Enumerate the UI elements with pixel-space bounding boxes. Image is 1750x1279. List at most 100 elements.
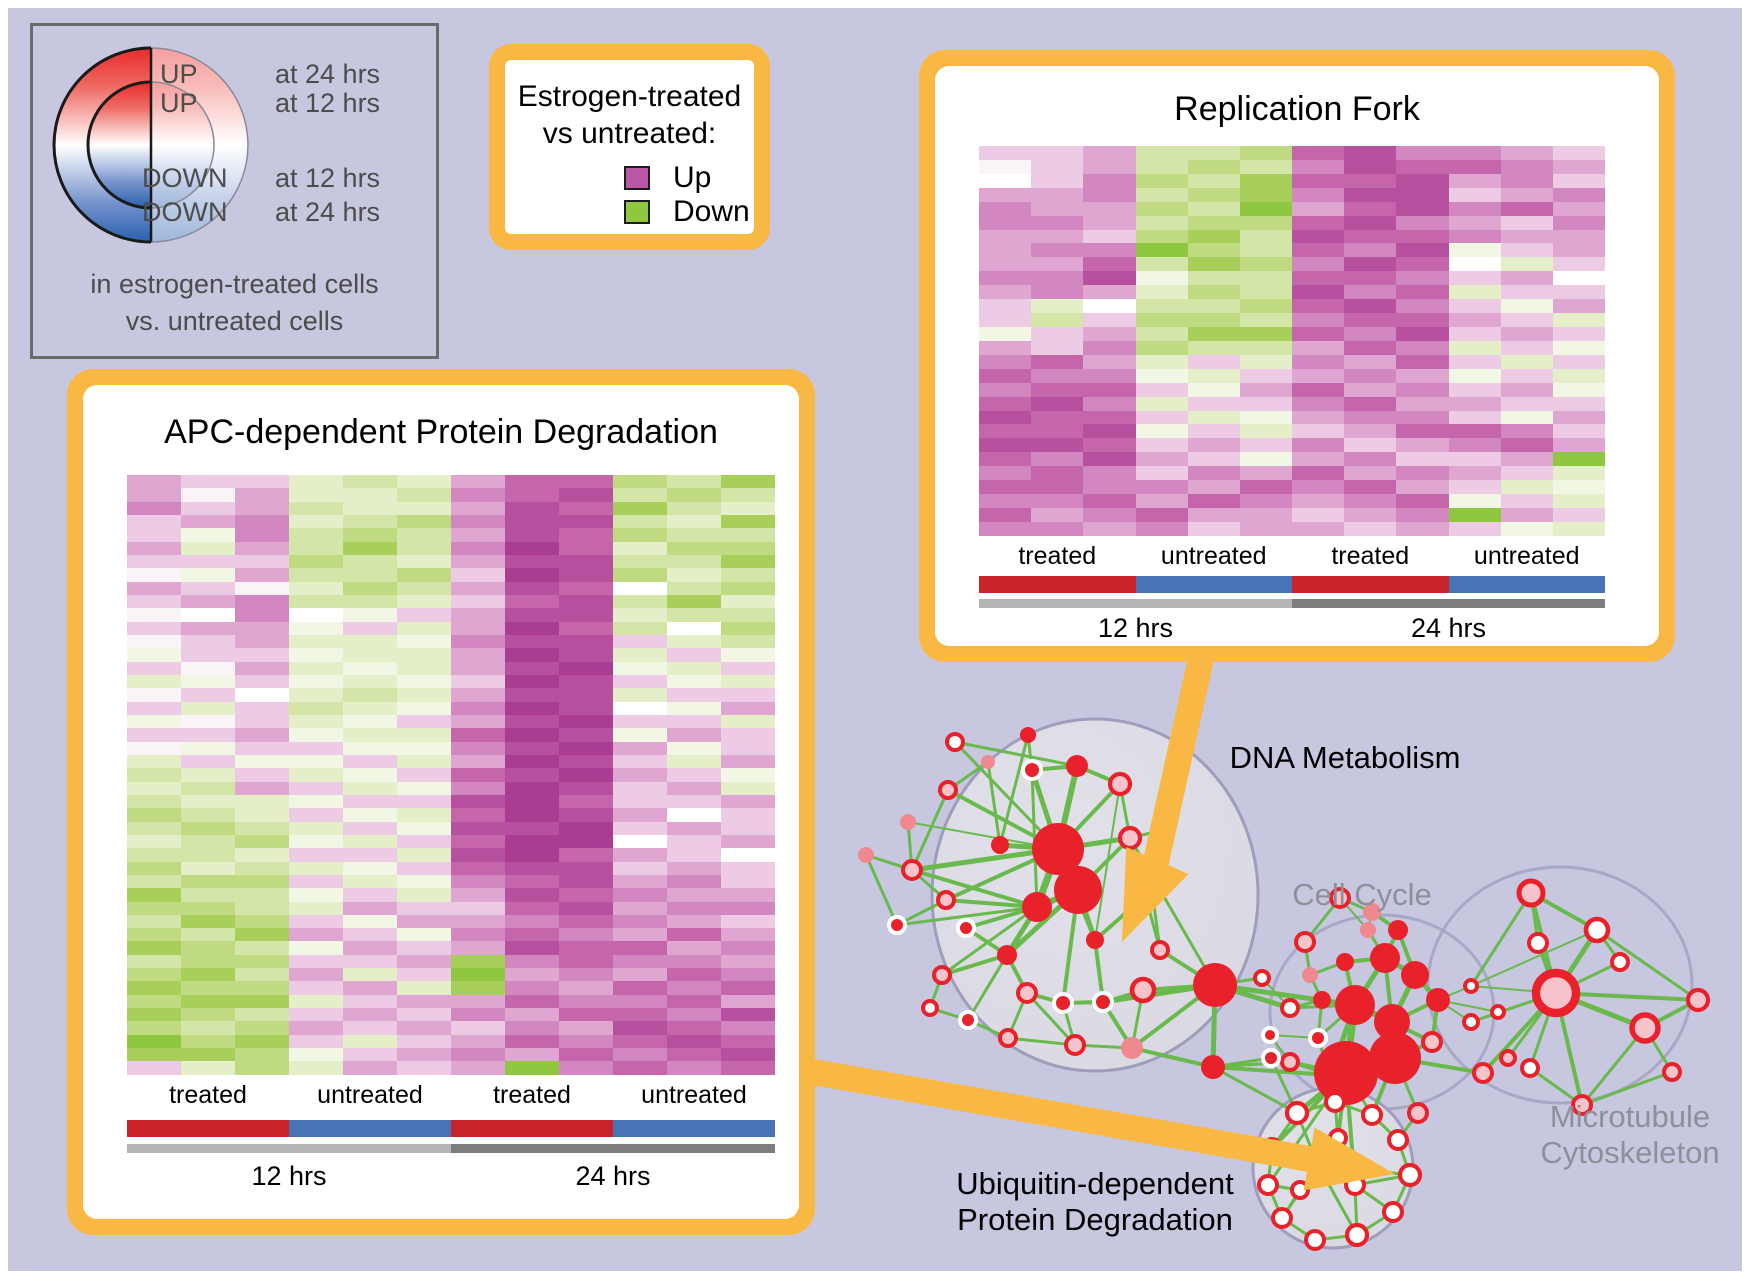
heatmap-cell bbox=[505, 768, 559, 782]
heatmap-cell bbox=[127, 981, 181, 995]
heatmap-cell bbox=[613, 528, 667, 542]
heatmap-cell bbox=[1396, 271, 1449, 286]
heatmap-cell bbox=[451, 634, 505, 649]
heatmap-cell bbox=[1239, 494, 1293, 508]
heatmap-cell bbox=[1239, 382, 1293, 397]
heatmap-cell bbox=[1552, 494, 1606, 508]
heatmap-row bbox=[127, 1021, 775, 1035]
heatmap-cell bbox=[1448, 452, 1501, 467]
heatmap-cell bbox=[235, 754, 289, 769]
heatmap-cell bbox=[613, 621, 667, 635]
heatmap-row bbox=[127, 741, 775, 755]
heatmap-cell bbox=[1552, 396, 1606, 411]
network-node-ring-pink bbox=[1016, 982, 1038, 1004]
heatmap-cell bbox=[505, 621, 559, 635]
heatmap-cell bbox=[181, 1048, 235, 1062]
hr12-bar bbox=[979, 599, 1292, 608]
heatmap-row bbox=[127, 648, 775, 662]
heatmap-cell bbox=[343, 1034, 397, 1049]
heatmap-cell bbox=[235, 528, 289, 542]
heatmap-row bbox=[979, 354, 1606, 369]
heatmap-cell bbox=[613, 674, 667, 689]
heatmap-cell bbox=[343, 741, 397, 755]
heatmap-cell bbox=[1344, 494, 1397, 508]
heatmap-cell bbox=[1187, 243, 1240, 258]
heatmap-cell bbox=[1552, 215, 1606, 230]
heatmap-cell bbox=[1031, 201, 1084, 216]
heatmap-cell bbox=[289, 501, 343, 515]
heatmap-cell bbox=[1187, 215, 1240, 230]
heatmap-cell bbox=[721, 861, 775, 875]
heatmap-cell bbox=[721, 1061, 775, 1075]
heatmap-cell bbox=[667, 914, 721, 929]
heatmap-cell bbox=[1135, 187, 1188, 202]
heatmap-cell bbox=[613, 901, 667, 915]
network-node-halo bbox=[1092, 991, 1114, 1013]
heatmap-cell bbox=[127, 674, 181, 689]
heatmap-cell bbox=[397, 808, 451, 822]
heatmap-cell bbox=[613, 1021, 667, 1035]
heatmap-cell bbox=[1552, 243, 1606, 258]
heatmap-cell bbox=[127, 554, 181, 569]
replication-fork-panel: Replication Fork treated untreated treated… bbox=[919, 50, 1675, 662]
heatmap-cell bbox=[397, 901, 451, 915]
heatmap-cell bbox=[1292, 229, 1345, 244]
heatmap-cell bbox=[1187, 382, 1240, 397]
heatmap-cell bbox=[1396, 215, 1449, 230]
heatmap-cell bbox=[1448, 507, 1501, 522]
heatmap-cell bbox=[1031, 326, 1084, 341]
group-label: untreated bbox=[1473, 542, 1580, 570]
heatmap-cell bbox=[343, 808, 397, 822]
heatmap-cell bbox=[235, 968, 289, 982]
heatmap-cell bbox=[181, 954, 235, 969]
heatmap-cell bbox=[127, 954, 181, 969]
network-node-red bbox=[1020, 727, 1036, 743]
heatmap-cell bbox=[127, 621, 181, 635]
heatmap-cell bbox=[451, 861, 505, 875]
heatmap-cell bbox=[1135, 424, 1188, 439]
heatmap-cell bbox=[1031, 285, 1084, 300]
heatmap-cell bbox=[505, 981, 559, 995]
heatmap-cell bbox=[1135, 313, 1188, 327]
heatmap-cell bbox=[127, 888, 181, 902]
heatmap-cell bbox=[613, 488, 667, 502]
heatmap-cell bbox=[1239, 313, 1293, 327]
heatmap-cell bbox=[1135, 452, 1188, 467]
heatmap-cell bbox=[289, 1034, 343, 1049]
heatmap-cell bbox=[181, 834, 235, 849]
heatmap-cell bbox=[397, 701, 451, 715]
heatmap-cell bbox=[667, 954, 721, 969]
group-label: treated bbox=[169, 1081, 247, 1109]
heatmap-cell bbox=[1500, 368, 1553, 383]
heatmap-cell bbox=[505, 834, 559, 849]
heatmap-cell bbox=[1448, 494, 1501, 508]
heatmap-cell bbox=[451, 834, 505, 849]
heatmap-cell bbox=[1135, 340, 1188, 355]
heatmap-cell bbox=[1500, 480, 1553, 495]
heatmap-cell bbox=[397, 581, 451, 595]
heatmap-cell bbox=[667, 981, 721, 995]
heatmap-cell bbox=[1552, 271, 1606, 286]
down-color-swatch bbox=[624, 200, 650, 224]
heatmap-cell bbox=[343, 528, 397, 542]
heatmap-cell bbox=[343, 634, 397, 649]
heatmap-cell bbox=[721, 648, 775, 662]
heatmap-row bbox=[127, 1034, 775, 1049]
heatmap-cell bbox=[289, 781, 343, 795]
heatmap-cell bbox=[181, 621, 235, 635]
group-label: treated bbox=[1018, 542, 1097, 570]
heatmap-cell bbox=[127, 834, 181, 849]
heatmap-cell bbox=[289, 714, 343, 729]
heatmap-cell bbox=[1552, 285, 1606, 300]
heatmap-cell bbox=[721, 541, 775, 555]
heatmap-cell bbox=[613, 1034, 667, 1049]
heatmap-row bbox=[979, 257, 1606, 272]
ring-legend-footer-2: vs. untreated cells bbox=[125, 306, 344, 336]
heatmap-cell bbox=[1083, 271, 1136, 286]
heatmap-cell bbox=[1031, 424, 1084, 439]
heatmap-cell bbox=[397, 514, 451, 529]
heatmap-cell bbox=[559, 848, 613, 862]
heatmap-cell bbox=[1448, 215, 1501, 230]
heatmap-cell bbox=[1448, 313, 1501, 327]
heatmap-cell bbox=[127, 475, 181, 489]
